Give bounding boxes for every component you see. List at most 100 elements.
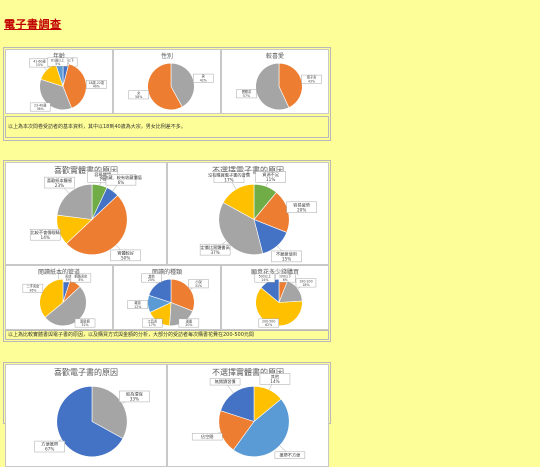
slice-label: 定價比實體書高	[200, 244, 229, 251]
slice-label: 實體較好	[117, 250, 134, 257]
slice-percent: 12%	[134, 305, 141, 309]
slice-percent: 62%	[265, 323, 272, 327]
slice-percent: 58%	[135, 95, 142, 99]
slice-percent: 6%	[283, 278, 288, 282]
chart-title: 閱讀紙本的管道	[38, 268, 80, 276]
slice-label: 較為環保	[126, 391, 144, 398]
page-title: 電子書調查	[4, 18, 62, 31]
slice-label: 女	[137, 90, 140, 95]
slice-label: 沒有購買電子書的習慣	[208, 171, 251, 178]
preference-chart: 較喜愛電子書 43% 實體書 57%	[221, 49, 329, 114]
slice-percent: 7%	[99, 177, 106, 182]
slice-percent: 37%	[210, 250, 219, 255]
slice-percent: 67%	[45, 447, 54, 452]
slice-percent: 40%	[93, 85, 100, 89]
slice-label: 比較不會傷眼睛	[31, 229, 60, 236]
demographics-panel: 年齡18歲以下4%18歲-22歲40%23-40歲36%41-60歲15%61歲…	[3, 47, 331, 141]
chart-title: 性別	[161, 52, 173, 60]
slice-label: 23-40歲	[34, 102, 47, 107]
slice-percent: 42%	[200, 78, 207, 82]
slice-percent: 36%	[29, 289, 36, 293]
chart-title: 不選擇電子書的原因	[212, 165, 284, 175]
slice-label: 佔空間	[201, 433, 214, 440]
slice-label: 二手書店	[26, 284, 39, 289]
slice-label: 喜歡紙本觸感	[47, 177, 72, 184]
slice-label: 100-200	[299, 279, 312, 283]
slice-percent: 20%	[297, 207, 306, 212]
slice-label: 無閱讀習慣	[215, 378, 237, 385]
slice-label: 200-500	[262, 319, 275, 323]
slice-label: 容易閱讀	[94, 171, 112, 178]
slice-label: 不願意使用	[276, 251, 297, 258]
paper-channel-chart: 閱讀紙本的管道 書店 5% 網路書店 8% 圖書館 51% 二手書店 36%	[5, 265, 113, 330]
pie-slice	[56, 183, 93, 220]
slice-label: 圖書館	[80, 318, 90, 323]
data-label: 女58%	[128, 90, 149, 100]
slice-percent: 14%	[261, 278, 268, 282]
chart-title: 不選擇實體書的原因	[212, 367, 284, 377]
slice-label: 雜誌	[135, 300, 142, 305]
slice-label: 電子書	[307, 75, 317, 80]
panel-caption: 以上為本次問卷受訪者的基本資料，其中以18到40歲為大宗，男女比例差不多。	[5, 116, 329, 138]
slice-percent: 15%	[282, 257, 291, 262]
slice-label: 攜帶不方便	[279, 452, 301, 459]
slice-percent: 6%	[118, 180, 125, 185]
slice-label: 資源不足	[262, 171, 280, 178]
like-ebook-reasons-chart: 喜歡電子書的原因 較為環保 33% 方便攜帶 67%	[5, 364, 167, 467]
pie-slice	[222, 183, 255, 221]
chart-title: 較喜愛	[266, 52, 284, 60]
slice-percent: 51%	[81, 323, 88, 327]
slice-label: 18歲-22歲	[88, 80, 104, 85]
chart-title: 願意花多少錢購買	[251, 268, 299, 276]
slice-percent: 5%	[55, 62, 60, 66]
slice-label: 漫畫	[186, 318, 193, 323]
ebook-reasons-panel: 喜歡電子書的原因 較為環保 33% 方便攜帶 67% 不選擇實體書的原因 其他 14% 攜帶不…	[3, 362, 331, 467]
age-chart: 年齡18歲以下4%18歲-22歲40%23-40歲36%41-60歲15%61歲…	[5, 49, 113, 114]
slice-label: 61歲以上	[51, 57, 65, 62]
not-paper-reasons-chart: 不選擇實體書的原因 其他 14% 攜帶不方便 佔空間 無閱讀習慣	[167, 364, 329, 467]
spending-chart: 願意花多少錢購買 100以下 6% 100-200 18% 200-500 62% 500以上…	[221, 265, 329, 330]
panel-caption: 以上為比較實體書與電子書的原因，以及購買方式與金額的分析，大部分的受訪者每次購書…	[5, 330, 329, 340]
slice-percent: 17%	[149, 323, 156, 327]
not-ebook-reasons-chart: 不選擇電子書的原因 資源不足 11% 容易疲勞 20% 不願意使用 15% 定價比實體書高 37…	[167, 162, 329, 265]
slice-percent: 50%	[121, 256, 130, 261]
slice-label: 其他	[271, 373, 280, 380]
slice-label: 100以下	[279, 274, 292, 278]
slice-percent: 15%	[36, 63, 43, 67]
slice-label: 男	[202, 74, 205, 79]
slice-percent: 14%	[41, 235, 50, 240]
chart-title: 年齡	[53, 52, 65, 60]
chart-title: 閱讀的種類	[152, 268, 182, 276]
gender-chart: 性別男 42% 女 58%	[113, 49, 221, 114]
data-label: 男42%	[193, 74, 214, 83]
slice-percent: 33%	[130, 397, 139, 402]
slice-label: 網路書店	[74, 273, 87, 278]
slice-label: 41-60歲	[33, 58, 46, 63]
slice-percent: 20%	[185, 323, 192, 327]
